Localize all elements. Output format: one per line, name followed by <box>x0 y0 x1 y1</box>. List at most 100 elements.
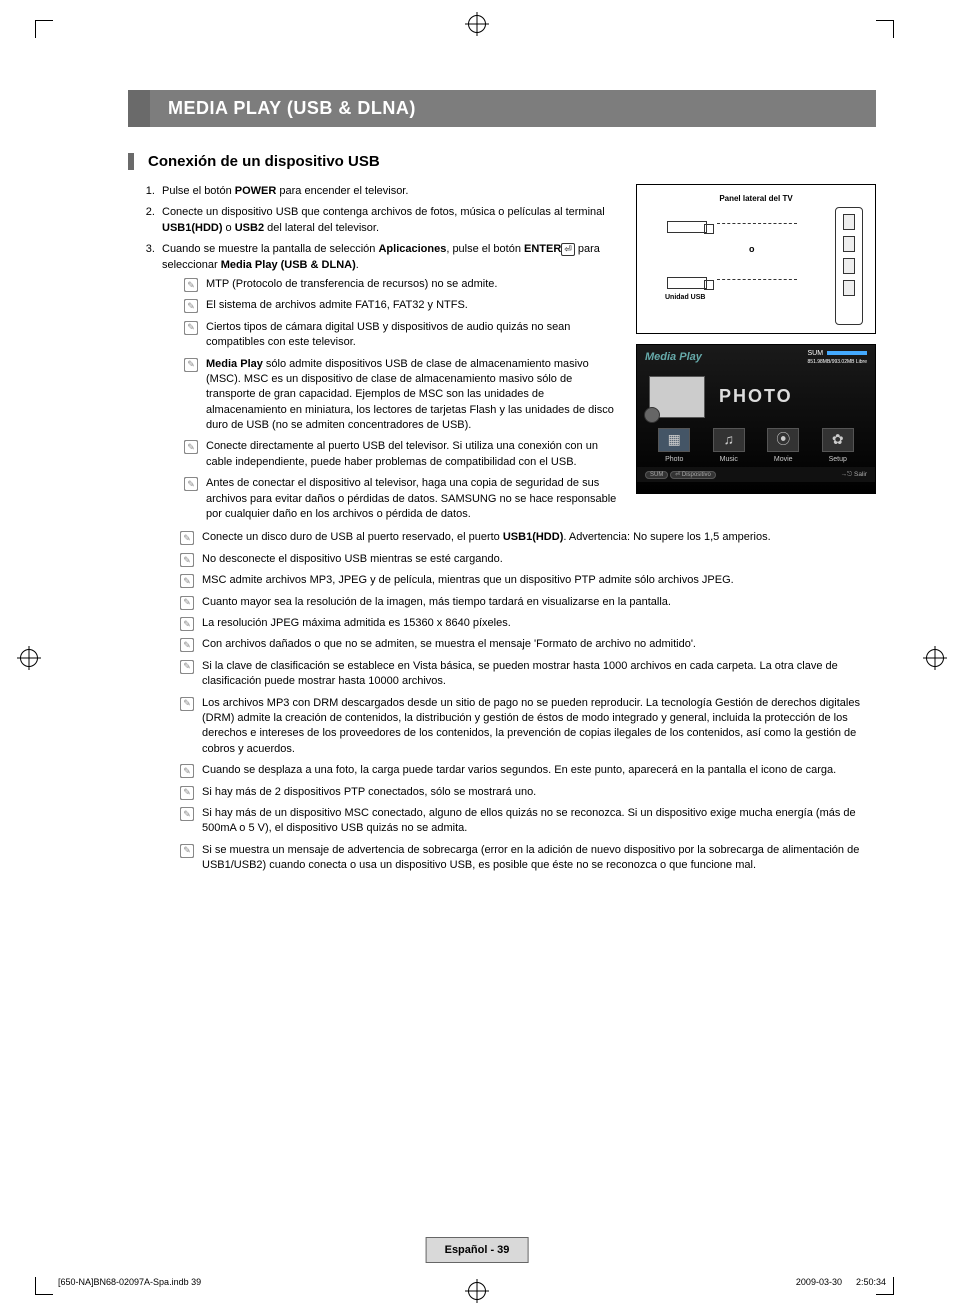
usb-label: Unidad USB <box>665 293 705 303</box>
storage-indicator: SUM 851.98MB/993.02MB Libre <box>807 349 867 366</box>
note-icon: ✎ <box>180 531 194 545</box>
text-bold: Media Play (USB & DLNA) <box>221 259 356 271</box>
note-item: ✎ Si la clave de clasificación se estable… <box>180 659 876 690</box>
crop-mark <box>876 20 894 38</box>
device-pill: ⏎ Dispositivo <box>670 471 716 479</box>
note-text: . Advertencia: No supere los 1,5 amperio… <box>563 531 770 543</box>
note-item: ✎ Si se muestra un mensaje de advertencia… <box>180 843 876 874</box>
icon-label: Movie <box>774 456 793 463</box>
title-bar: MEDIA PLAY (USB & DLNA) <box>128 90 876 127</box>
note-icon: ✎ <box>180 617 194 631</box>
note-icon: ✎ <box>180 764 194 778</box>
media-play-screenshot: Media Play SUM 851.98MB/993.02MB Libre P… <box>636 344 876 494</box>
note-icon: ✎ <box>180 807 194 821</box>
note-item: ✎ Con archivos dañados o que no se admite… <box>180 637 876 652</box>
music-icon: ♫ <box>713 428 745 452</box>
text: . <box>356 259 359 271</box>
note-item: ✎ No desconecte el dispositivo USB mientr… <box>180 552 876 567</box>
note-text: No desconecte el dispositivo USB mientra… <box>202 553 503 565</box>
step-1: Pulse el botón POWER para encender el te… <box>158 184 622 199</box>
right-column: Panel lateral del TV o <box>636 184 876 528</box>
text: Conecte un dispositivo USB que contenga … <box>162 206 605 218</box>
note-item: ✎Los archivos MP3 con DRM descargados de… <box>180 696 876 758</box>
text: del lateral del televisor. <box>264 222 379 234</box>
note-item: ✎ Conecte un disco duro de USB al puerto … <box>180 530 876 545</box>
media-icon-movie: ⦿ Movie <box>759 428 807 465</box>
notes-list: ✎ MTP (Protocolo de transferencia de recu… <box>162 277 622 522</box>
tv-side-strip <box>835 207 863 325</box>
note-item: ✎Antes de conectar el dispositivo al tel… <box>184 476 622 522</box>
note-text: Si se muestra un mensaje de advertencia … <box>202 844 859 871</box>
note-icon: ✎ <box>184 299 198 313</box>
note-icon: ✎ <box>184 440 198 454</box>
note-text: Conecte un disco duro de USB al puerto r… <box>202 531 503 543</box>
usb-stick-icon <box>667 221 707 233</box>
timestamp-footer: 2009-03-30 2:50:34 <box>796 1277 886 1287</box>
text-bold: POWER <box>235 185 277 197</box>
media-play-title: Media Play <box>645 350 702 365</box>
text-bold: USB1(HDD) <box>503 531 564 543</box>
note-text: Si hay más de un dispositivo MSC conecta… <box>202 807 856 834</box>
text-bold: USB2 <box>235 222 264 234</box>
panel-title: Panel lateral del TV <box>643 193 869 204</box>
photo-label: PHOTO <box>719 384 793 409</box>
note-item: ✎ Media Play sólo admite dispositivos USB… <box>184 357 622 434</box>
text-bold: Media Play <box>206 358 263 370</box>
sum-detail: 851.98MB/993.02MB Libre <box>807 359 867 366</box>
note-item: ✎El sistema de archivos admite FAT16, FA… <box>184 298 622 313</box>
note-item: ✎Cuando se desplaza a una foto, la carga… <box>180 763 876 778</box>
note-icon: ✎ <box>184 321 198 335</box>
text-bold: USB1(HDD) <box>162 222 223 234</box>
note-text: Conecte directamente al puerto USB del t… <box>206 440 598 467</box>
note-text: Si la clave de clasificación se establec… <box>202 660 838 687</box>
note-text: Con archivos dañados o que no se admiten… <box>202 638 696 650</box>
icon-label: Photo <box>665 456 683 463</box>
crop-mark <box>35 20 53 38</box>
photo-icon: ▦ <box>658 428 690 452</box>
note-icon: ✎ <box>180 844 194 858</box>
device-label: Dispositivo <box>682 472 711 478</box>
setup-icon: ✿ <box>822 428 854 452</box>
note-text: Ciertos tipos de cámara digital USB y di… <box>206 321 570 348</box>
tv-port <box>843 258 855 274</box>
registration-mark <box>468 1282 486 1300</box>
registration-mark <box>20 649 38 667</box>
page-number-footer: Español - 39 <box>426 1237 529 1263</box>
note-item: ✎MSC admite archivos MP3, JPEG y de pelí… <box>180 573 876 588</box>
movie-icon: ⦿ <box>767 428 799 452</box>
note-icon: ✎ <box>184 278 198 292</box>
body-content: Pulse el botón POWER para encender el te… <box>128 184 876 873</box>
photo-thumbnail <box>649 376 705 418</box>
separator-o: o <box>749 243 755 256</box>
note-text: La resolución JPEG máxima admitida es 15… <box>202 617 511 629</box>
media-icon-setup: ✿ Setup <box>814 428 862 465</box>
sum-bar <box>827 351 867 355</box>
note-icon: ✎ <box>180 553 194 567</box>
text-bold: Aplicaciones <box>378 243 446 255</box>
note-icon: ✎ <box>184 477 198 491</box>
note-text: sólo admite dispositivos USB de clase de… <box>206 358 614 432</box>
note-icon: ✎ <box>180 574 194 588</box>
media-icon-music: ♫ Music <box>705 428 753 465</box>
note-icon: ✎ <box>184 358 198 372</box>
note-item: ✎ La resolución JPEG máxima admitida es 1… <box>180 616 876 631</box>
left-column: Pulse el botón POWER para encender el te… <box>128 184 622 528</box>
note-icon: ✎ <box>180 786 194 800</box>
file-path-footer: [650-NA]BN68-02097A-Spa.indb 39 <box>58 1277 201 1287</box>
note-item: ✎ MTP (Protocolo de transferencia de recu… <box>184 277 622 292</box>
note-icon: ✎ <box>180 596 194 610</box>
usb-stick-icon <box>667 277 707 289</box>
text: Cuando se muestre la pantalla de selecci… <box>162 243 378 255</box>
media-main-row: PHOTO <box>637 370 875 424</box>
exit-label: →⎋ Salir <box>841 470 867 479</box>
note-text: MTP (Protocolo de transferencia de recur… <box>206 278 497 290</box>
media-header: Media Play SUM 851.98MB/993.02MB Libre <box>637 345 875 370</box>
tv-panel-diagram: Panel lateral del TV o <box>636 184 876 334</box>
text: o <box>223 222 235 234</box>
page-content: MEDIA PLAY (USB & DLNA) Conexión de un d… <box>128 90 876 879</box>
note-icon: ✎ <box>180 638 194 652</box>
note-icon: ✎ <box>180 660 194 674</box>
step-2: Conecte un dispositivo USB que contenga … <box>158 205 622 236</box>
enter-icon: ⏎ <box>561 243 575 256</box>
text: para encender el televisor. <box>276 185 408 197</box>
